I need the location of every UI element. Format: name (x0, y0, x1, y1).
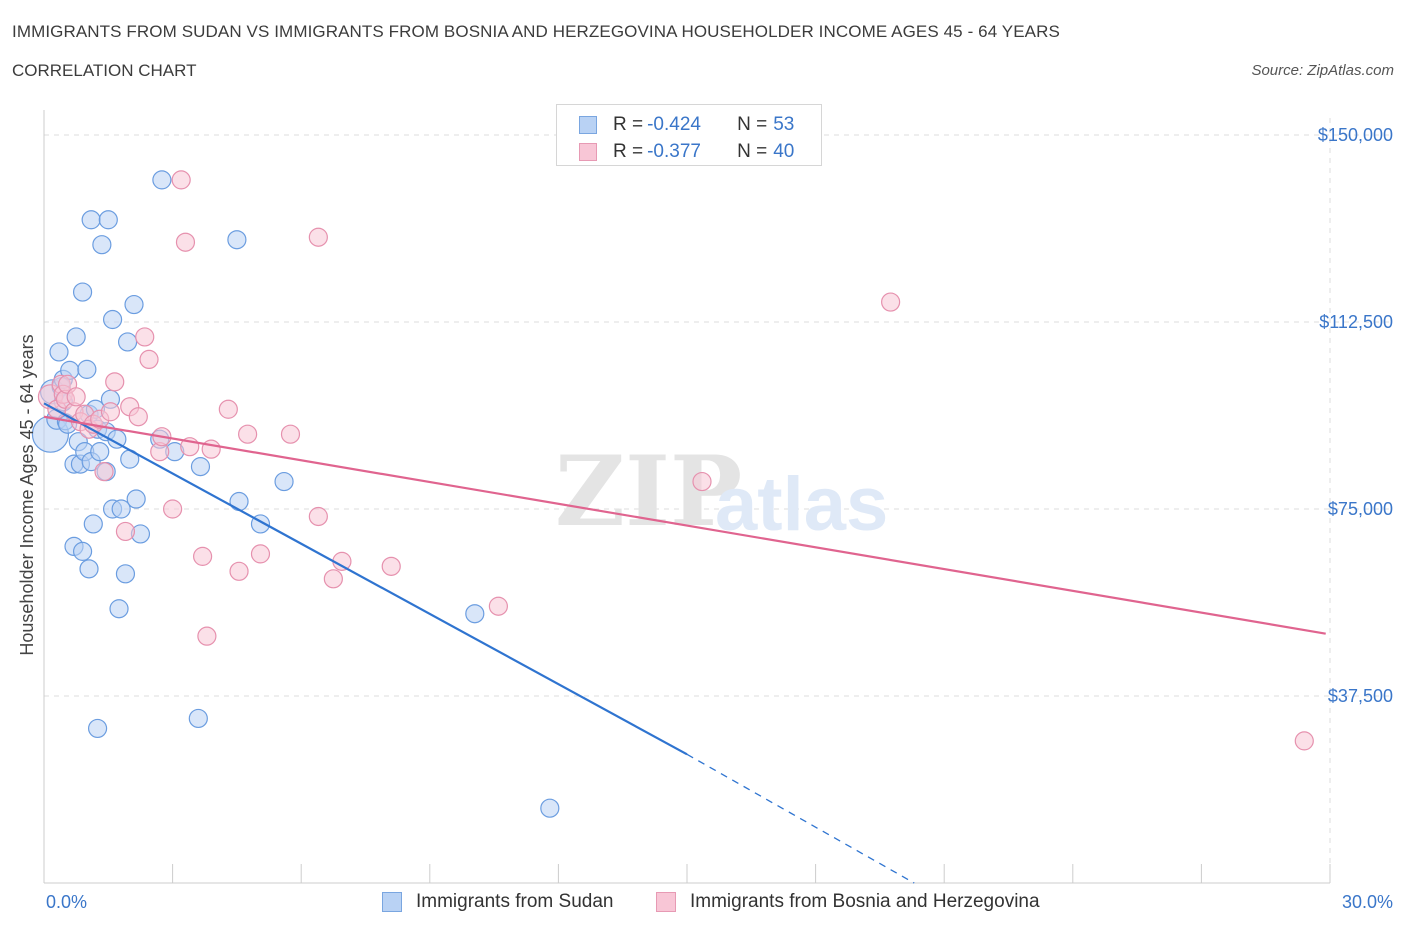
tick-labels: $150,000 $112,500 $75,000 $37,500 0.0% 30.0% (46, 125, 1393, 912)
stats-legend: R = -0.424 N = 53 R = -0.377 N = 40 (556, 104, 822, 166)
legend-row-bosnia: R = -0.377 N = 40 (579, 140, 794, 164)
watermark-atlas: atlas (715, 462, 888, 547)
legend-r-value-sudan: -0.424 (647, 114, 701, 135)
point-bosnia (66, 387, 86, 407)
legend-swatch-bosnia (656, 892, 676, 912)
axes (43, 110, 1331, 884)
point-bosnia (193, 546, 213, 566)
point-bosnia (218, 399, 238, 419)
legend-label-bosnia: Immigrants from Bosnia and Herzegovina (690, 891, 1040, 912)
point-sudan (83, 514, 103, 534)
point-bosnia (1294, 731, 1314, 751)
trendline-sudan (43, 402, 688, 756)
point-bosnia (881, 292, 901, 312)
legend-n-label: N = (737, 114, 768, 135)
point-sudan (92, 235, 112, 255)
point-bosnia (250, 544, 271, 564)
point-bosnia (175, 232, 196, 252)
trendline-sudan-extension (686, 753, 915, 884)
chart-subtitle: CORRELATION CHART (12, 61, 197, 80)
legend-n-value-bosnia: 40 (773, 141, 795, 162)
point-sudan (115, 564, 136, 584)
point-sudan (109, 599, 129, 619)
legend-item-bosnia: Immigrants from Bosnia and Herzegovina (656, 890, 1040, 914)
point-bosnia (171, 170, 191, 190)
point-bosnia (105, 372, 125, 392)
trendline-bosnia (43, 415, 1326, 635)
point-sudan (72, 541, 93, 561)
point-sudan (124, 294, 144, 315)
point-bosnia (197, 626, 217, 646)
point-sudan (117, 332, 138, 352)
legend-swatch-sudan (382, 892, 402, 912)
legend-n-label: N = (737, 141, 768, 162)
point-sudan (188, 708, 208, 729)
point-bosnia (308, 506, 328, 527)
legend-r-label: R = (613, 114, 644, 135)
point-sudan (111, 499, 131, 519)
point-bosnia (229, 561, 249, 581)
point-sudan (79, 559, 99, 579)
legend-swatch-blue (579, 116, 597, 134)
point-bosnia (163, 499, 183, 519)
legend-row-sudan: R = -0.424 N = 53 (579, 113, 794, 137)
source-credit: Source: ZipAtlas.com (1251, 62, 1394, 79)
point-sudan (72, 282, 93, 302)
point-sudan (102, 309, 123, 330)
point-sudan (126, 489, 146, 509)
x-tick-label: 30.0% (1342, 892, 1393, 912)
point-sudan (49, 342, 69, 362)
point-sudan (87, 718, 108, 739)
point-bosnia (128, 407, 148, 427)
point-sudan (77, 359, 97, 379)
y-axis-label: Householder Income Ages 45 - 64 years (17, 334, 37, 655)
chart-title: IMMIGRANTS FROM SUDAN VS IMMIGRANTS FROM… (12, 22, 1060, 41)
point-bosnia (135, 327, 155, 347)
point-sudan (190, 457, 211, 477)
point-sudan (90, 442, 110, 462)
y-tick-label: $37,500 (1328, 686, 1393, 706)
point-sudan (81, 210, 101, 230)
point-sudan (66, 327, 86, 347)
point-sudan (152, 170, 172, 190)
point-bosnia (381, 556, 401, 576)
point-bosnia (488, 596, 508, 616)
y-tick-label: $150,000 (1318, 125, 1393, 145)
legend-label-sudan: Immigrants from Sudan (416, 891, 614, 912)
point-bosnia (100, 402, 121, 422)
legend-swatch-pink (579, 143, 597, 161)
point-bosnia (238, 424, 258, 444)
trend-lines (43, 402, 1326, 884)
point-sudan (229, 491, 249, 512)
point-sudan (98, 210, 118, 230)
data-points (31, 170, 1314, 818)
point-sudan (540, 798, 560, 818)
y-tick-label: $75,000 (1328, 499, 1393, 519)
point-bosnia (280, 424, 301, 444)
point-bosnia (323, 569, 343, 589)
legend-r-value-bosnia: -0.377 (647, 141, 701, 162)
point-bosnia (308, 227, 328, 247)
legend-r-label: R = (613, 141, 644, 162)
legend-item-sudan: Immigrants from Sudan (382, 890, 613, 914)
point-sudan (274, 471, 294, 492)
point-sudan (465, 604, 485, 624)
x-tick-label: 0.0% (46, 892, 87, 912)
legend-n-value-sudan: 53 (773, 114, 795, 135)
point-bosnia (139, 349, 159, 369)
point-bosnia (692, 471, 712, 492)
point-bosnia (94, 462, 114, 482)
point-bosnia (115, 521, 136, 542)
y-tick-label: $112,500 (1319, 312, 1393, 332)
point-sudan (227, 230, 247, 250)
